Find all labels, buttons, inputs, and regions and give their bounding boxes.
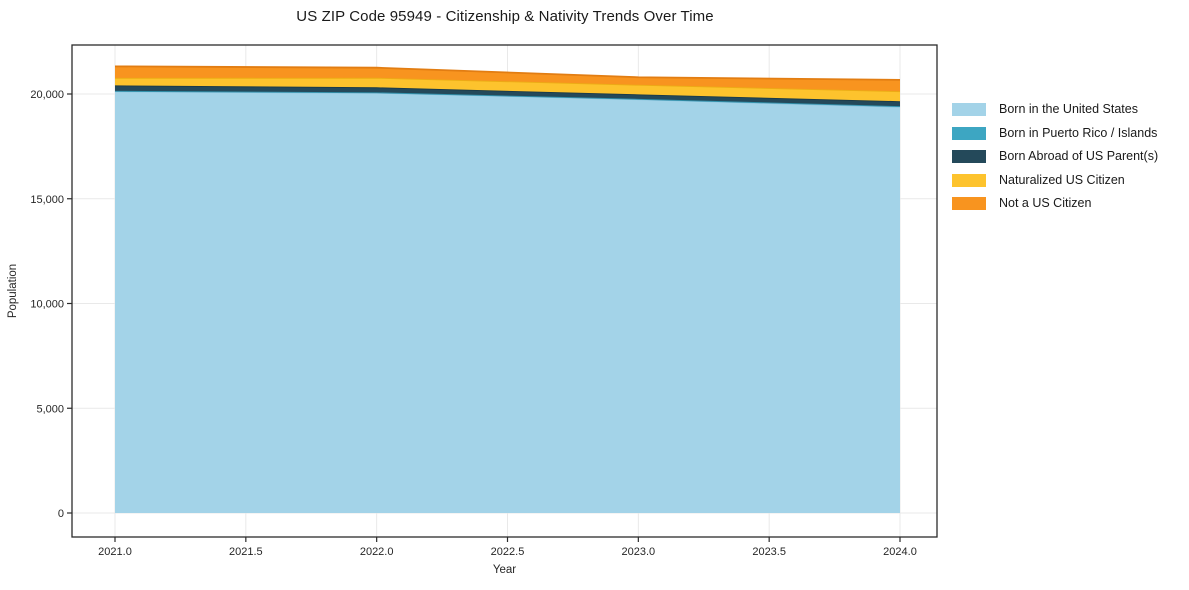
chart-title: US ZIP Code 95949 - Citizenship & Nativi… [296, 8, 714, 25]
x-tick-label: 2022.5 [491, 546, 525, 558]
area-naturalized-us-citizen [115, 77, 900, 102]
legend-swatch-icon [952, 173, 986, 187]
y-tick-label: 15,000 [30, 194, 64, 206]
x-tick-label: 2021.5 [229, 546, 263, 558]
area-edge [114, 65, 901, 81]
legend-label: Born in the United States [999, 102, 1138, 116]
legend-swatch-icon [952, 126, 986, 140]
legend-label: Naturalized US Citizen [999, 172, 1125, 187]
legend-item: Naturalized US Citizen [952, 172, 1158, 187]
x-tick-label: 2023.5 [752, 546, 786, 558]
x-tick-label: 2022.0 [360, 546, 394, 558]
y-axis-label: Population [7, 264, 19, 318]
y-tick-label: 10,000 [30, 299, 64, 311]
plot-border [71, 44, 938, 538]
x-tick-label: 2023.0 [622, 546, 656, 558]
area-not-a-us-citizen [115, 66, 900, 92]
legend: Born in the United States Born in Puerto … [952, 103, 1158, 221]
legend-item: Born in the United States [952, 103, 1158, 116]
legend-swatch-icon [952, 150, 986, 163]
legend-item: Born in Puerto Rico / Islands [952, 125, 1158, 140]
legend-label: Born Abroad of US Parent(s) [999, 149, 1159, 163]
legend-item: Not a US Citizen [952, 197, 1158, 210]
y-tick-label: 20,000 [30, 89, 64, 101]
y-tick-label: 0 [58, 508, 64, 520]
legend-swatch-icon [952, 197, 986, 210]
legend-label: Born in Puerto Rico / Islands [999, 125, 1158, 140]
x-axis-label: Year [493, 564, 516, 576]
area-born-in-the-united-states [115, 91, 900, 514]
legend-swatch-icon [952, 103, 986, 116]
legend-label: Not a US Citizen [999, 196, 1092, 210]
x-tick-label: 2024.0 [883, 546, 917, 558]
x-tick-label: 2021.0 [98, 546, 132, 558]
y-tick-label: 5,000 [36, 403, 64, 415]
area-born-abroad-of-us-parent-s- [115, 85, 900, 107]
legend-item: Born Abroad of US Parent(s) [952, 150, 1158, 163]
